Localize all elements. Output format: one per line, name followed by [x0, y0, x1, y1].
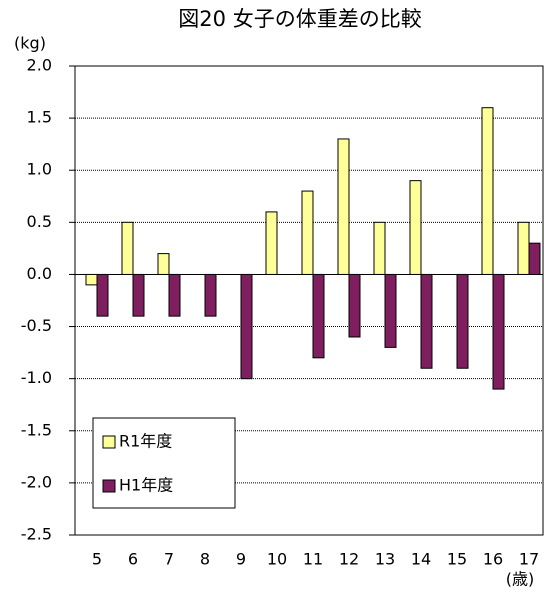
- y-tick-label: -2.0: [21, 472, 52, 491]
- y-tick-label: -2.5: [21, 525, 52, 544]
- legend-swatch: [102, 435, 116, 449]
- bar: [337, 138, 350, 275]
- legend-label: R1年度: [119, 432, 172, 451]
- bar: [96, 273, 109, 317]
- bar: [348, 273, 361, 338]
- chart-title: 図20 女子の体重差の比較: [178, 7, 421, 31]
- x-tick-label: 13: [375, 550, 395, 569]
- plot-frame: [74, 65, 544, 536]
- x-tick-label: 7: [164, 550, 174, 569]
- x-unit: (歳): [506, 570, 535, 589]
- y-tick-label: -1.0: [21, 368, 52, 387]
- bar: [517, 221, 530, 275]
- bar: [121, 221, 134, 275]
- x-tick-label: 11: [303, 550, 323, 569]
- bar: [420, 273, 433, 369]
- y-tick-label: 1.0: [27, 160, 52, 179]
- bar: [132, 273, 145, 317]
- bar: [384, 273, 397, 348]
- bar: [373, 221, 386, 275]
- bar: [481, 107, 494, 275]
- bar: [85, 273, 98, 286]
- bar: [157, 253, 170, 275]
- x-tick-label: 16: [483, 550, 503, 569]
- bar: [204, 273, 217, 317]
- x-tick-label: 9: [236, 550, 246, 569]
- y-tick-label: 1.5: [27, 108, 52, 127]
- y-tick-label: 0.5: [27, 212, 52, 231]
- legend-swatch: [102, 479, 116, 493]
- y-unit: (kg): [14, 34, 46, 53]
- x-tick-label: 12: [339, 550, 359, 569]
- bar: [456, 273, 469, 369]
- bar: [168, 273, 181, 317]
- x-tick-label: 14: [411, 550, 431, 569]
- x-tick-label: 15: [447, 550, 467, 569]
- bar: [265, 211, 278, 275]
- legend-label: H1年度: [119, 476, 173, 495]
- bar: [528, 242, 541, 275]
- x-tick-label: 8: [200, 550, 210, 569]
- bar: [240, 273, 253, 380]
- x-tick-label: 5: [92, 550, 102, 569]
- legend-box: [92, 417, 236, 509]
- y-tick-label: -1.5: [21, 420, 52, 439]
- bar: [492, 273, 505, 390]
- y-tick-label: 0.0: [27, 264, 52, 283]
- x-tick-label: 17: [519, 550, 539, 569]
- y-tick-label: 2.0: [27, 56, 52, 75]
- x-tick-label: 6: [128, 550, 138, 569]
- bar: [312, 273, 325, 359]
- bar: [301, 190, 314, 275]
- y-tick-label: -0.5: [21, 316, 52, 335]
- bar: [409, 180, 422, 275]
- x-tick-label: 10: [267, 550, 287, 569]
